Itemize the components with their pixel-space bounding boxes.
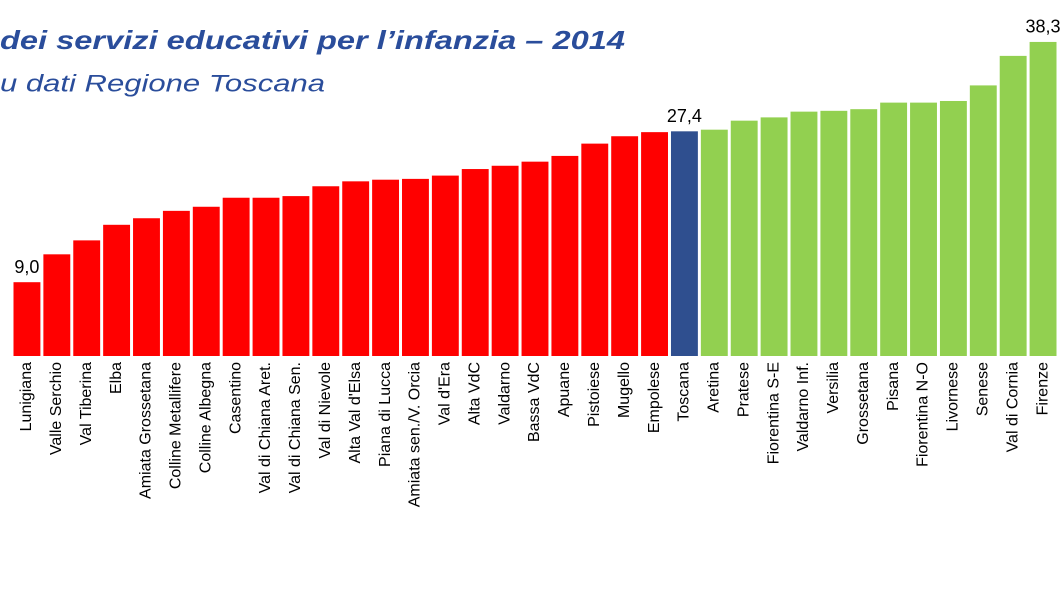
bar	[880, 102, 908, 357]
x-tick-label: Senese	[975, 362, 992, 416]
bar	[312, 186, 340, 356]
bar	[790, 111, 818, 356]
x-tick-label: Pistoiese	[586, 362, 603, 427]
bar	[641, 132, 668, 356]
x-tick-label: Amiata sen./V. Orcia	[407, 362, 424, 507]
x-tick-label: Valdarno	[496, 362, 513, 425]
x-tick-label: Firenze	[1034, 362, 1051, 415]
x-tick-label: Lunigiana	[18, 362, 35, 432]
x-tick-label: Pratese	[735, 362, 752, 417]
bar	[402, 178, 429, 356]
bar	[282, 196, 310, 356]
bar	[192, 206, 220, 356]
x-tick-label: Mugello	[616, 362, 633, 418]
x-tick-label: Val di Chiana Sen.	[287, 362, 304, 493]
x-tick-label: Val di Cornia	[1004, 362, 1021, 453]
bar	[820, 110, 848, 356]
bar	[222, 197, 250, 356]
bar	[999, 55, 1027, 356]
bar	[850, 109, 878, 357]
x-tick-label: Valdarno Inf.	[795, 362, 812, 452]
x-tick-label: Val di Nievole	[317, 362, 334, 459]
bar	[730, 120, 758, 356]
x-tick-label: Elba	[108, 362, 125, 394]
bar	[372, 179, 400, 356]
x-tick-label: Casentino	[227, 362, 244, 434]
x-tick-label: Grossetana	[855, 362, 872, 445]
bar	[461, 169, 489, 356]
x-tick-label: Valle Serchio	[48, 362, 65, 455]
x-tick-label: Pisana	[885, 362, 902, 411]
x-tick-label: Toscana	[676, 362, 693, 422]
x-tick-label: Val Tiberina	[78, 362, 95, 445]
x-tick-label: Colline Albegna	[197, 362, 214, 473]
x-tick-label: Apuane	[556, 362, 573, 417]
bar	[611, 136, 639, 356]
bar	[162, 210, 190, 356]
x-tick-label: Fiorentina S-E	[765, 362, 782, 464]
bar	[760, 117, 788, 356]
bar	[551, 155, 579, 356]
x-tick-label: Fiorentina N-O	[915, 362, 932, 467]
bar	[521, 161, 549, 356]
bar	[43, 254, 71, 356]
bar	[581, 143, 609, 356]
x-tick-label: Colline Metallifere	[168, 362, 185, 489]
bar	[969, 85, 997, 357]
x-tick-label: Alta Val d'Elsa	[347, 362, 364, 464]
x-tick-label: Amiata Grossetana	[138, 362, 155, 499]
bar	[13, 282, 41, 356]
bar	[73, 240, 101, 356]
x-tick-label: Piana di Lucca	[377, 362, 394, 467]
x-tick-label: Aretina	[706, 362, 723, 413]
x-tick-label: Alta VdC	[466, 362, 483, 425]
bar	[910, 102, 937, 357]
data-label: 27,4	[667, 106, 702, 126]
bar	[252, 197, 280, 356]
bar	[431, 175, 459, 356]
bar	[939, 100, 967, 356]
data-label: 9,0	[14, 257, 39, 277]
bar	[700, 129, 728, 356]
x-tick-label: Empolese	[646, 362, 663, 433]
bar	[491, 165, 519, 356]
x-tick-label: Val d'Era	[437, 362, 454, 425]
data-label: 38,3	[1026, 17, 1061, 37]
bar	[103, 224, 131, 356]
chart-subtitle: u dati Regione Toscana	[0, 70, 325, 97]
x-tick-label: Bassa VdC	[526, 362, 543, 442]
x-tick-label: Val di Chiana Aret.	[257, 362, 274, 493]
bar	[133, 218, 160, 356]
bar	[1029, 41, 1057, 356]
bar	[342, 181, 370, 356]
chart-title: dei servizi educativi per l’infanzia – 2…	[0, 25, 626, 55]
x-tick-label: Livornese	[945, 362, 962, 431]
x-tick-label: Versilia	[825, 362, 842, 414]
bar	[670, 131, 698, 356]
